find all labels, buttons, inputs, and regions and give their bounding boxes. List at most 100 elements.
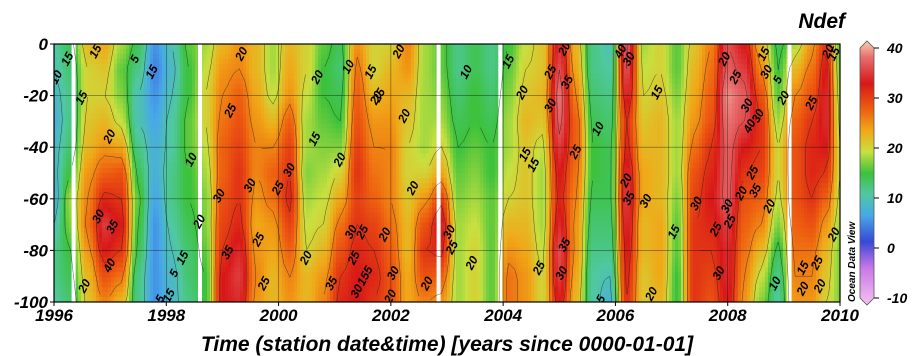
heat-cell: [75, 262, 79, 268]
heat-cell: [126, 48, 130, 55]
heat-cell: [186, 197, 190, 204]
heat-cell: [102, 168, 106, 174]
heat-cell: [84, 262, 88, 268]
heat-cell: [96, 148, 100, 154]
heat-cell: [63, 118, 67, 124]
heat-cell: [138, 128, 142, 134]
heat-cell: [156, 138, 160, 144]
heat-cell: [93, 187, 97, 194]
heat-cell: [90, 103, 94, 110]
heat-cell: [84, 93, 88, 100]
heat-cell: [126, 197, 130, 204]
heat-cell: [114, 108, 118, 115]
heat-cell: [180, 148, 184, 154]
heat-cell: [153, 143, 157, 149]
heat-cell: [222, 78, 226, 85]
heat-cell: [237, 98, 241, 105]
heat-cell: [66, 153, 70, 159]
heat-cell: [114, 93, 118, 100]
heat-cell: [219, 108, 223, 115]
heat-cell: [213, 73, 217, 80]
heat-cell: [216, 277, 220, 283]
heat-cell: [123, 148, 127, 154]
heat-cell: [162, 83, 166, 90]
heat-cell: [57, 182, 61, 189]
heat-cell: [108, 83, 112, 90]
heat-cell: [129, 108, 133, 115]
heat-cell: [54, 103, 58, 110]
heat-cell: [129, 93, 133, 100]
heat-cell: [171, 297, 175, 302]
heat-cell: [87, 262, 91, 268]
heat-cell: [216, 257, 220, 263]
heat-cell: [225, 108, 229, 115]
heat-cell: [189, 68, 193, 75]
heat-cell: [90, 148, 94, 154]
heat-cell: [237, 217, 241, 224]
heat-cell: [129, 168, 133, 174]
heat-cell: [219, 192, 223, 199]
heat-cell: [78, 108, 82, 115]
heat-cell: [84, 123, 88, 129]
heat-cell: [99, 212, 103, 219]
heat-cell: [186, 153, 190, 159]
heat-cell: [234, 267, 238, 273]
heat-cell: [162, 133, 166, 139]
heat-cell: [204, 242, 208, 249]
heat-cell: [186, 103, 190, 110]
heat-cell: [87, 53, 91, 60]
heat-cell: [114, 138, 118, 144]
heat-cell: [159, 272, 163, 278]
heat-cell: [189, 202, 193, 209]
heat-cell: [141, 153, 145, 159]
heat-cell: [240, 53, 244, 60]
heat-cell: [75, 212, 79, 219]
heat-cell: [105, 78, 109, 85]
heat-cell: [189, 163, 193, 169]
heat-cell: [123, 44, 127, 50]
heat-cell: [153, 182, 157, 189]
heat-cell: [99, 267, 103, 273]
heat-cell: [84, 207, 88, 214]
heat-cell: [168, 63, 172, 70]
heat-cell: [132, 197, 136, 204]
heat-cell: [210, 207, 214, 214]
heat-cell: [192, 232, 196, 239]
heat-cell: [162, 153, 166, 159]
heat-cell: [231, 187, 235, 194]
heat-cell: [150, 148, 154, 154]
heat-cell: [102, 73, 106, 80]
heat-cell: [180, 207, 184, 214]
heat-cell: [141, 118, 145, 124]
heat-cell: [66, 48, 70, 55]
heat-cell: [210, 222, 214, 229]
heat-cell: [165, 182, 169, 189]
heat-cell: [207, 68, 211, 75]
heat-cell: [177, 88, 181, 95]
heat-cell: [141, 143, 145, 149]
heat-cell: [225, 292, 229, 298]
heat-cell: [111, 163, 115, 169]
heat-cell: [189, 133, 193, 139]
heat-cell: [57, 212, 61, 219]
heat-cell: [135, 282, 139, 288]
heat-cell: [129, 143, 133, 149]
heat-cell: [120, 202, 124, 209]
heat-cell: [228, 78, 232, 85]
heat-cell: [171, 68, 175, 75]
heat-cell: [192, 123, 196, 129]
heat-cell: [81, 168, 85, 174]
heat-cell: [183, 212, 187, 219]
heat-cell: [93, 272, 97, 278]
heat-cell: [114, 123, 118, 129]
heat-cell: [99, 78, 103, 85]
heat-cell: [126, 103, 130, 110]
heat-cell: [138, 192, 142, 199]
heat-cell: [228, 103, 232, 110]
heat-cell: [84, 232, 88, 239]
heat-cell: [174, 168, 178, 174]
heat-cell: [87, 63, 91, 70]
heat-cell: [141, 173, 145, 179]
heat-cell: [150, 44, 154, 50]
heat-cell: [156, 93, 160, 100]
